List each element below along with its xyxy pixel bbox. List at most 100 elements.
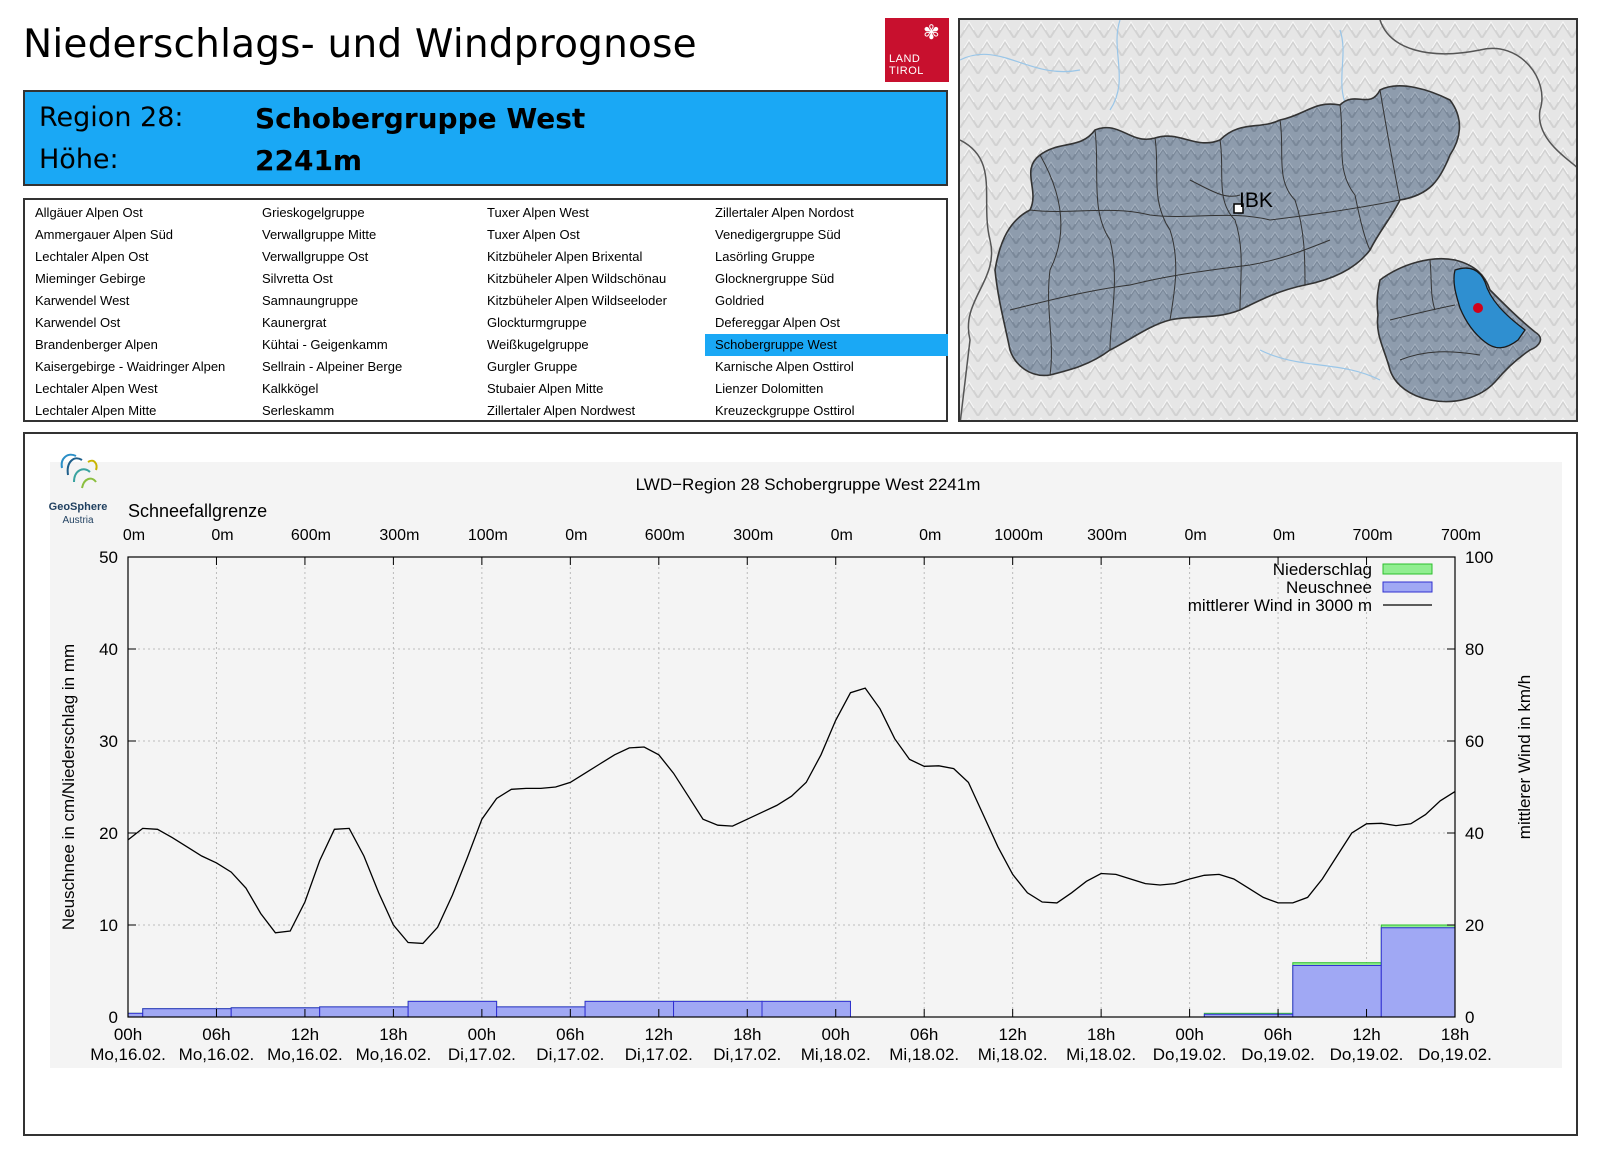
land-tirol-logo: ✾ LAND TIROL <box>885 18 949 82</box>
y-tick-label-left: 50 <box>99 548 118 567</box>
snowline-value: 300m <box>1087 527 1127 544</box>
region-list-item[interactable]: Grieskogelgruppe <box>262 205 365 220</box>
legend-label-wind: mittlerer Wind in 3000 m <box>1188 596 1372 615</box>
x-tick-label-hour: 00h <box>114 1025 142 1044</box>
region-list-item[interactable]: Karnische Alpen Osttirol <box>715 359 854 374</box>
page-title: Niederschlags- und Windprognose <box>23 22 697 67</box>
bar-neuschnee <box>407 1000 498 1018</box>
brand-name-line-2: Austria <box>62 515 94 526</box>
region-list-item[interactable]: Lechtaler Alpen Ost <box>35 249 149 264</box>
bar-neuschnee <box>673 1000 763 1018</box>
bar-neuschnee <box>496 1006 586 1018</box>
snowline-value: 0m <box>1273 527 1295 544</box>
region-list-item[interactable]: Serleskamm <box>262 403 335 418</box>
x-tick-label-date: Mi,18.02. <box>889 1045 959 1064</box>
x-tick-label-hour: 06h <box>1264 1025 1292 1044</box>
region-list-item[interactable]: Sellrain - Alpeiner Berge <box>262 359 403 374</box>
snowline-value: 1000m <box>994 527 1043 544</box>
region-list-item[interactable]: Lechtaler Alpen West <box>35 381 158 396</box>
region-list-item[interactable]: Lechtaler Alpen Mitte <box>35 403 157 418</box>
x-tick-label-hour: 06h <box>910 1025 938 1044</box>
region-list-item[interactable]: Glocknergruppe Süd <box>715 271 835 286</box>
height-label: Höhe: <box>39 144 119 175</box>
region-list-item[interactable]: Verwallgruppe Mitte <box>262 227 377 242</box>
chart-title: LWD−Region 28 Schobergruppe West 2241m <box>636 475 981 494</box>
x-tick-label-date: Di,17.02. <box>625 1045 693 1064</box>
region-list-item[interactable]: Kitzbüheler Alpen Wildseeloder <box>487 293 667 308</box>
x-tick-label-date: Di,17.02. <box>448 1045 516 1064</box>
x-tick-label-hour: 12h <box>998 1025 1026 1044</box>
region-label: Region 28: <box>39 102 184 133</box>
region-list-item[interactable]: Karwendel Ost <box>35 315 121 330</box>
border-line-west <box>960 139 993 420</box>
region-list-item[interactable]: Gurgler Gruppe <box>487 359 578 374</box>
x-tick-label-hour: 00h <box>1175 1025 1203 1044</box>
y-tick-label-right: 40 <box>1465 824 1484 843</box>
y-tick-label-right: 20 <box>1465 916 1484 935</box>
region-list-item[interactable]: Venedigergruppe Süd <box>715 227 841 242</box>
bar-neuschnee <box>761 1000 851 1018</box>
legend-label-neuschnee: Neuschnee <box>1286 578 1372 597</box>
region-list-item[interactable]: Verwallgruppe Ost <box>262 249 369 264</box>
region-list-item[interactable]: Mieminger Gebirge <box>35 271 146 286</box>
snowline-value: 0m <box>831 527 853 544</box>
region-list-item[interactable]: Kaisergebirge - Waidringer Alpen <box>35 359 226 374</box>
region-list: Allgäuer Alpen Ost Ammergauer Alpen Süd Le… <box>23 198 948 422</box>
region-list-item[interactable]: Weißkugelgruppe <box>487 337 589 352</box>
region-list-item[interactable]: Tuxer Alpen Ost <box>487 227 580 242</box>
region-list-item[interactable]: Brandenberger Alpen <box>35 337 158 352</box>
region-list-item[interactable]: Kreuzeckgruppe Osttirol <box>715 403 855 418</box>
east-tyrol-borders <box>1389 259 1481 361</box>
region-list-item[interactable]: Schobergruppe West <box>705 334 948 356</box>
region-list-item[interactable]: Goldried <box>715 293 765 308</box>
region-list-item[interactable]: Defereggar Alpen Ost <box>715 315 841 330</box>
region-list-item[interactable]: Lasörling Gruppe <box>715 249 815 264</box>
axis-ticks: 0102030405002040608010000hMo,16.02.0m06h… <box>90 527 1493 1064</box>
region-list-item[interactable]: Samnaungruppe <box>262 293 359 308</box>
logo-line-2: TIROL <box>889 65 924 77</box>
y-axis-label-left: Neuschnee in cm/Niederschlag in mm <box>59 644 78 930</box>
region-list-item[interactable]: Kitzbüheler Alpen Wildschönau <box>487 271 667 286</box>
snowline-label: Schneefallgrenze <box>128 501 267 521</box>
region-list-item[interactable]: Kalkkögel <box>262 381 319 396</box>
region-list-item[interactable]: Stubaier Alpen Mitte <box>487 381 604 396</box>
x-tick-label-hour: 18h <box>733 1025 761 1044</box>
region-list-item[interactable]: Tuxer Alpen West <box>487 205 589 220</box>
x-tick-label-hour: 06h <box>556 1025 584 1044</box>
region-list-item[interactable]: Karwendel West <box>35 293 130 308</box>
chart-frame <box>23 432 1578 1136</box>
region-list-item[interactable]: Kühtai - Geigenkamm <box>262 337 388 352</box>
river-line <box>1259 349 1381 381</box>
region-list-item[interactable]: Kaunergrat <box>262 315 327 330</box>
geosphere-swirl-icon <box>60 453 98 489</box>
x-tick-label-date: Mo,16.02. <box>267 1045 343 1064</box>
x-tick-label-hour: 12h <box>645 1025 673 1044</box>
x-tick-label-date: Do,19.02. <box>1418 1045 1492 1064</box>
region-list-item[interactable]: Zillertaler Alpen Nordost <box>715 205 854 220</box>
x-tick-label-date: Do,19.02. <box>1241 1045 1315 1064</box>
region-list-item[interactable]: Ammergauer Alpen Süd <box>35 227 174 242</box>
region-list-item[interactable]: Allgäuer Alpen Ost <box>35 205 143 220</box>
x-tick-label-hour: 12h <box>1352 1025 1380 1044</box>
bar-neuschnee <box>230 1007 321 1018</box>
y-tick-label-right: 60 <box>1465 732 1484 751</box>
region-list-item[interactable]: Zillertaler Alpen Nordwest <box>487 403 636 418</box>
region-list-item[interactable]: Kitzbüheler Alpen Brixental <box>487 249 643 264</box>
region-map[interactable]: IBK <box>958 18 1578 422</box>
y-tick-label-right: 0 <box>1465 1008 1474 1027</box>
region-list-item[interactable]: Lienzer Dolomitten <box>715 381 824 396</box>
city-marker <box>1233 203 1244 214</box>
snowline-value: 300m <box>733 527 773 544</box>
x-tick-label-hour: 18h <box>1441 1025 1469 1044</box>
legend: Niederschlag Neuschnee mittlerer Wind in… <box>1188 560 1433 615</box>
region-list-item[interactable]: Glockturmgruppe <box>487 315 587 330</box>
x-tick-label-hour: 18h <box>1087 1025 1115 1044</box>
bar-neuschnee <box>1380 927 1456 1018</box>
x-tick-label-date: Do,19.02. <box>1330 1045 1404 1064</box>
wind-line <box>127 687 1456 945</box>
snowline-value: 700m <box>1353 527 1393 544</box>
region-list-item[interactable]: Silvretta Ost <box>262 271 333 286</box>
x-tick-label-hour: 00h <box>468 1025 496 1044</box>
snowline-value: 100m <box>468 527 508 544</box>
